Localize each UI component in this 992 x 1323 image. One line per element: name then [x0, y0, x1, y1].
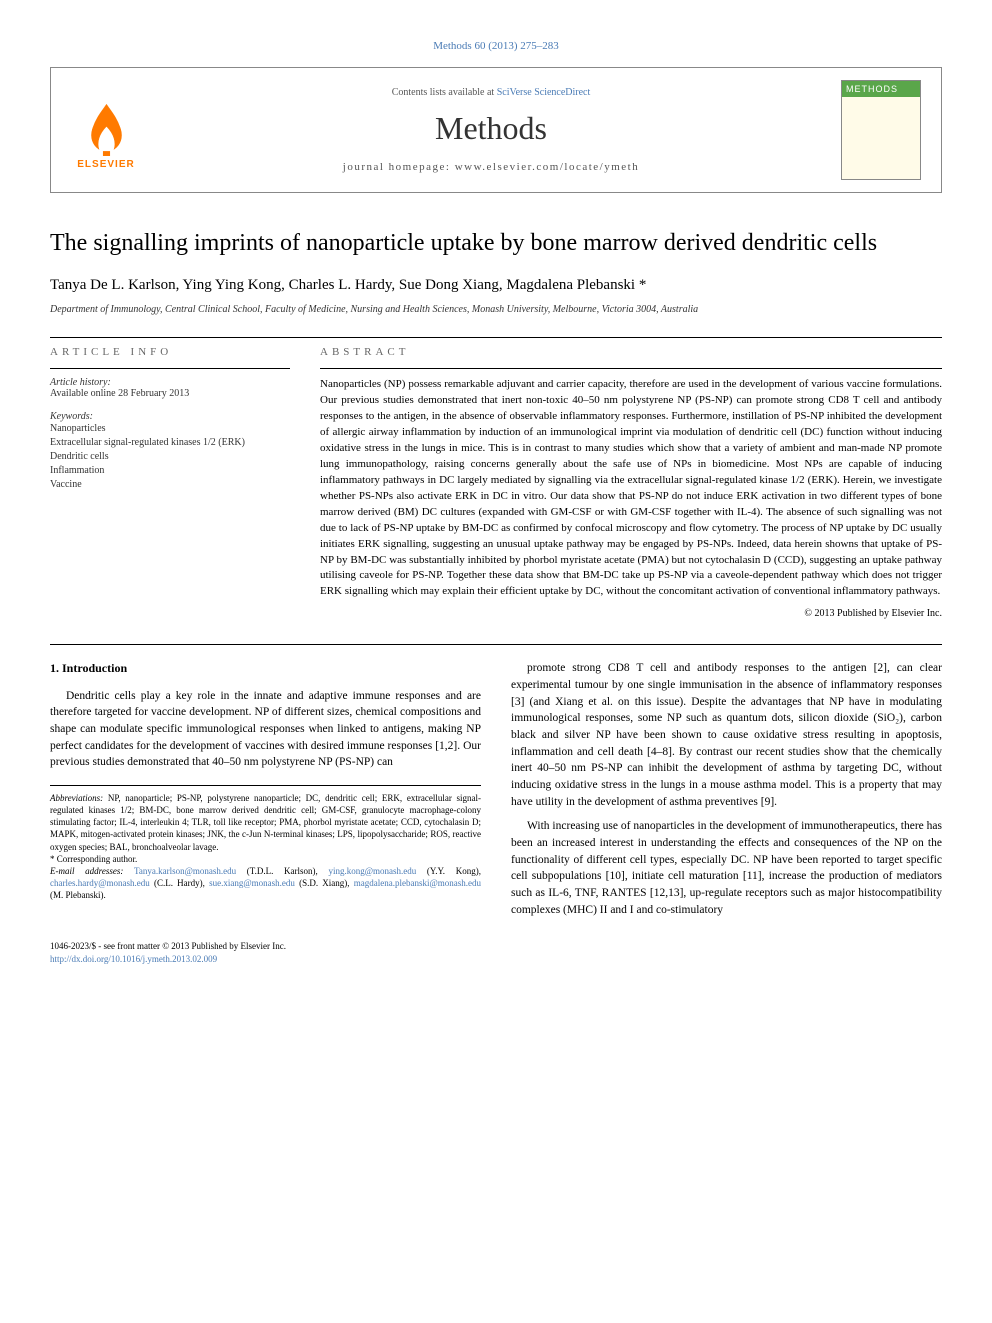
- body-para: Dendritic cells play a key role in the i…: [50, 688, 481, 771]
- abstract-copyright: © 2013 Published by Elsevier Inc.: [320, 608, 942, 619]
- publisher-logo: ELSEVIER: [71, 90, 141, 170]
- email-who: (S.D. Xiang),: [295, 878, 354, 888]
- keyword: Nanoparticles: [50, 422, 290, 436]
- header-middle: Contents lists available at SciVerse Sci…: [141, 87, 841, 173]
- email-link[interactable]: charles.hardy@monash.edu: [50, 878, 150, 888]
- affiliation: Department of Immunology, Central Clinic…: [50, 304, 942, 315]
- section-heading: 1. Introduction: [50, 660, 481, 677]
- article-info-col: article info Article history: Available …: [50, 346, 290, 619]
- authors-names: Tanya De L. Karlson, Ying Ying Kong, Cha…: [50, 277, 635, 293]
- front-matter: 1046-2023/$ - see front matter © 2013 Pu…: [50, 940, 942, 953]
- homepage-line: journal homepage: www.elsevier.com/locat…: [141, 161, 841, 173]
- section-num: 1.: [50, 661, 59, 675]
- email-who: (Y.Y. Kong),: [416, 866, 481, 876]
- corr-star: *: [50, 854, 57, 864]
- email-link[interactable]: ying.kong@monash.edu: [328, 866, 416, 876]
- abbrev-text: NP, nanoparticle; PS-NP, polystyrene nan…: [50, 793, 481, 852]
- abstract-divider: [320, 368, 942, 369]
- section-title: Introduction: [62, 661, 127, 675]
- history-text: Available online 28 February 2013: [50, 388, 290, 399]
- email-link[interactable]: sue.xiang@monash.edu: [209, 878, 295, 888]
- divider-mid: [50, 644, 942, 645]
- divider-top: [50, 337, 942, 338]
- abstract-label: abstract: [320, 346, 942, 358]
- keyword: Vaccine: [50, 478, 290, 492]
- email-who: (M. Plebanski).: [50, 890, 106, 900]
- contents-prefix: Contents lists available at: [392, 87, 497, 98]
- contents-line: Contents lists available at SciVerse Sci…: [141, 87, 841, 98]
- cover-body: [842, 97, 920, 179]
- keywords-label: Keywords:: [50, 411, 290, 422]
- info-label: article info: [50, 346, 290, 358]
- info-abstract-row: article info Article history: Available …: [50, 346, 942, 619]
- column-left: 1. Introduction Dendritic cells play a k…: [50, 660, 481, 926]
- corr-line: * Corresponding author.: [50, 853, 481, 865]
- citation-link[interactable]: Methods 60 (2013) 275–283: [433, 40, 559, 52]
- keyword: Inflammation: [50, 464, 290, 478]
- history-label: Article history:: [50, 377, 290, 388]
- cover-label: METHODS: [842, 81, 920, 97]
- body-columns: 1. Introduction Dendritic cells play a k…: [50, 660, 942, 926]
- homepage-prefix: journal homepage:: [343, 161, 455, 173]
- journal-name: Methods: [141, 110, 841, 147]
- info-divider: [50, 368, 290, 369]
- citation-line: Methods 60 (2013) 275–283: [50, 40, 942, 52]
- email-label: E-mail addresses:: [50, 866, 134, 876]
- corr-text: Corresponding author.: [57, 854, 138, 864]
- doi-link[interactable]: http://dx.doi.org/10.1016/j.ymeth.2013.0…: [50, 954, 217, 964]
- journal-header: ELSEVIER Contents lists available at Sci…: [50, 67, 942, 193]
- column-right: promote strong CD8 T cell and antibody r…: [511, 660, 942, 926]
- publisher-name: ELSEVIER: [77, 159, 134, 170]
- body-para: With increasing use of nanoparticles in …: [511, 818, 942, 918]
- abbrev-label: Abbreviations:: [50, 793, 103, 803]
- keyword: Extracellular signal-regulated kinases 1…: [50, 436, 290, 450]
- bottom-meta: 1046-2023/$ - see front matter © 2013 Pu…: [50, 940, 942, 965]
- abstract-col: abstract Nanoparticles (NP) possess rema…: [320, 346, 942, 619]
- emails-line: E-mail addresses: Tanya.karlson@monash.e…: [50, 865, 481, 901]
- corr-marker: *: [639, 277, 647, 293]
- body-para: promote strong CD8 T cell and antibody r…: [511, 660, 942, 810]
- email-who: (T.D.L. Karlson),: [236, 866, 328, 876]
- article-title: The signalling imprints of nanoparticle …: [50, 228, 942, 259]
- cover-thumbnail: METHODS: [841, 80, 921, 180]
- footnotes-block: Abbreviations: NP, nanoparticle; PS-NP, …: [50, 785, 481, 901]
- authors-line: Tanya De L. Karlson, Ying Ying Kong, Cha…: [50, 277, 942, 294]
- abbrev-line: Abbreviations: NP, nanoparticle; PS-NP, …: [50, 792, 481, 853]
- homepage-url: www.elsevier.com/locate/ymeth: [455, 161, 640, 173]
- email-link[interactable]: Tanya.karlson@monash.edu: [134, 866, 236, 876]
- email-who: (C.L. Hardy),: [150, 878, 209, 888]
- sciencedirect-link[interactable]: SciVerse ScienceDirect: [497, 87, 591, 98]
- elsevier-tree-icon: [79, 99, 134, 159]
- keyword: Dendritic cells: [50, 450, 290, 464]
- email-link[interactable]: magdalena.plebanski@monash.edu: [354, 878, 481, 888]
- abstract-text: Nanoparticles (NP) possess remarkable ad…: [320, 377, 942, 600]
